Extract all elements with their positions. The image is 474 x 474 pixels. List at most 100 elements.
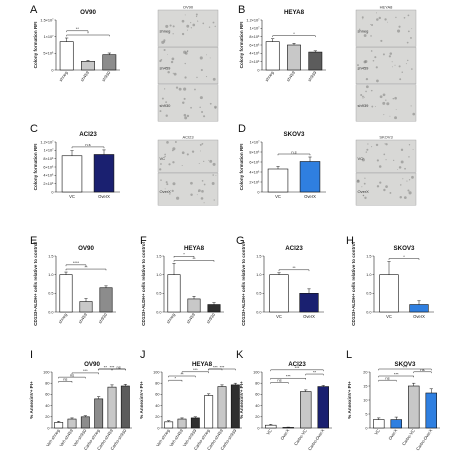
- colony-dot: [386, 102, 390, 106]
- colony-dot: [184, 62, 186, 65]
- x-tick-label: VC: [373, 428, 380, 436]
- colony-dot: [394, 96, 397, 100]
- y-tick-label: 1×10⁷: [250, 140, 261, 144]
- y-tick-label: 6×10⁶: [249, 160, 260, 164]
- panel-letter-h: H: [346, 235, 354, 247]
- bar-vc: [265, 424, 277, 429]
- micrograph-image: [157, 47, 219, 85]
- y-tick-label: 1.0: [366, 273, 371, 277]
- bar-veh-sh459: [67, 418, 77, 429]
- colony-dot: [195, 13, 198, 16]
- y-tick-label: 20: [255, 415, 259, 419]
- colony-dot: [165, 101, 168, 104]
- colony-dot: [399, 196, 402, 199]
- colony-dot: [203, 202, 205, 204]
- colony-dot: [398, 65, 401, 68]
- colony-dot: [388, 55, 391, 58]
- colony-dot: [403, 196, 407, 199]
- colony-dot: [209, 159, 213, 163]
- colony-dot: [406, 41, 409, 44]
- y-tick-label: 60: [155, 393, 159, 397]
- colony-dot: [358, 28, 361, 31]
- colony-dot: [363, 34, 367, 37]
- colony-dot: [190, 106, 192, 109]
- colony-dot: [403, 16, 406, 19]
- colony-dot: [396, 29, 401, 33]
- colony-dot: [372, 59, 375, 62]
- colony-dot: [407, 14, 410, 17]
- bar-sh930: [99, 287, 113, 313]
- chart-g: ACI23 0.0 0.5 1.0 1.5 CD133+ALDH+ cells relat…: [241, 242, 324, 326]
- colony-dot: [165, 24, 169, 28]
- micrograph-image: [157, 139, 219, 173]
- colony-dot: [195, 15, 198, 18]
- panel-letter-e: E: [30, 235, 37, 247]
- colony-dot: [198, 162, 200, 164]
- colony-dot: [212, 162, 216, 166]
- micrograph-label: VC: [358, 156, 364, 161]
- colony-dot: [186, 153, 189, 156]
- colony-dot: [163, 39, 166, 42]
- colony-dot: [175, 86, 179, 89]
- significance-label: ns: [277, 378, 281, 383]
- y-tick-label: 2×10⁶: [43, 182, 54, 186]
- colony-dot: [169, 24, 172, 27]
- x-tick-label: sh930: [205, 312, 216, 325]
- y-tick-label: 0.5: [48, 292, 53, 296]
- x-tick-label: sh930: [97, 312, 108, 325]
- y-tick-label: 4×10⁶: [249, 52, 260, 56]
- colony-dot: [181, 19, 185, 23]
- y-tick-label: 0: [365, 426, 367, 430]
- significance-label: ns: [70, 372, 74, 377]
- colony-dot: [356, 179, 360, 183]
- colony-dot: [209, 57, 211, 59]
- colony-dot: [376, 159, 379, 162]
- y-tick-label: 20: [363, 370, 367, 374]
- colony-dot: [357, 68, 359, 70]
- chart-title: HEYA8: [184, 245, 205, 252]
- colony-dot: [362, 18, 364, 20]
- colony-dot: [395, 16, 397, 19]
- colony-dot: [410, 37, 412, 39]
- colony-dot: [400, 148, 404, 152]
- colony-dot: [176, 196, 180, 200]
- colony-dot: [394, 116, 397, 120]
- y-tick-label: 100: [43, 370, 49, 374]
- colony-dot: [408, 156, 410, 158]
- y-axis-label: % AnnexinV+ PI+: [347, 381, 352, 419]
- colony-dot: [376, 79, 379, 83]
- chart-c: ACI23 0 2×10⁶ 4×10⁶ 6×10⁶ 8×10⁶ 1×10⁷ 1.2×10⁷Co…: [33, 131, 120, 199]
- y-tick-label: 1×10⁷: [44, 149, 55, 153]
- colony-dot: [376, 12, 377, 14]
- bar-sh459: [187, 298, 201, 313]
- colony-dot: [374, 106, 376, 108]
- y-tick-label: 5: [365, 412, 367, 416]
- colony-dot: [389, 115, 391, 117]
- micrograph-title: HEYA8: [380, 5, 394, 10]
- y-axis-label: Colony formation RFI: [33, 22, 38, 69]
- colony-dot: [397, 169, 398, 170]
- x-tick-label: sh459: [285, 70, 296, 83]
- significance-label: ns: [63, 377, 67, 382]
- y-tick-label: 0.5: [256, 292, 261, 296]
- x-tick-label: sh930: [101, 70, 112, 83]
- x-tick-label: OverX: [303, 314, 315, 319]
- y-tick-label: 1×10⁷: [44, 35, 55, 39]
- colony-dot: [186, 29, 189, 31]
- y-tick-label: 1.5: [156, 254, 161, 258]
- y-tick-label: 0: [257, 426, 259, 430]
- panel-letter-d: D: [238, 123, 246, 135]
- colony-dot: [200, 68, 203, 72]
- chart-title: ACI23: [285, 245, 303, 252]
- y-tick-label: 0: [51, 190, 53, 194]
- micrograph-label: sh930: [160, 103, 172, 108]
- bar-sh459: [287, 44, 301, 71]
- colony-dot: [375, 66, 378, 69]
- x-tick-label: OverX: [98, 194, 110, 199]
- bar-carbo-vc: [300, 391, 312, 429]
- colony-dot: [379, 181, 382, 184]
- y-axis-label: CD133+ALDH+ cells relative to control: [33, 242, 38, 326]
- significance-label: ***: [110, 364, 115, 369]
